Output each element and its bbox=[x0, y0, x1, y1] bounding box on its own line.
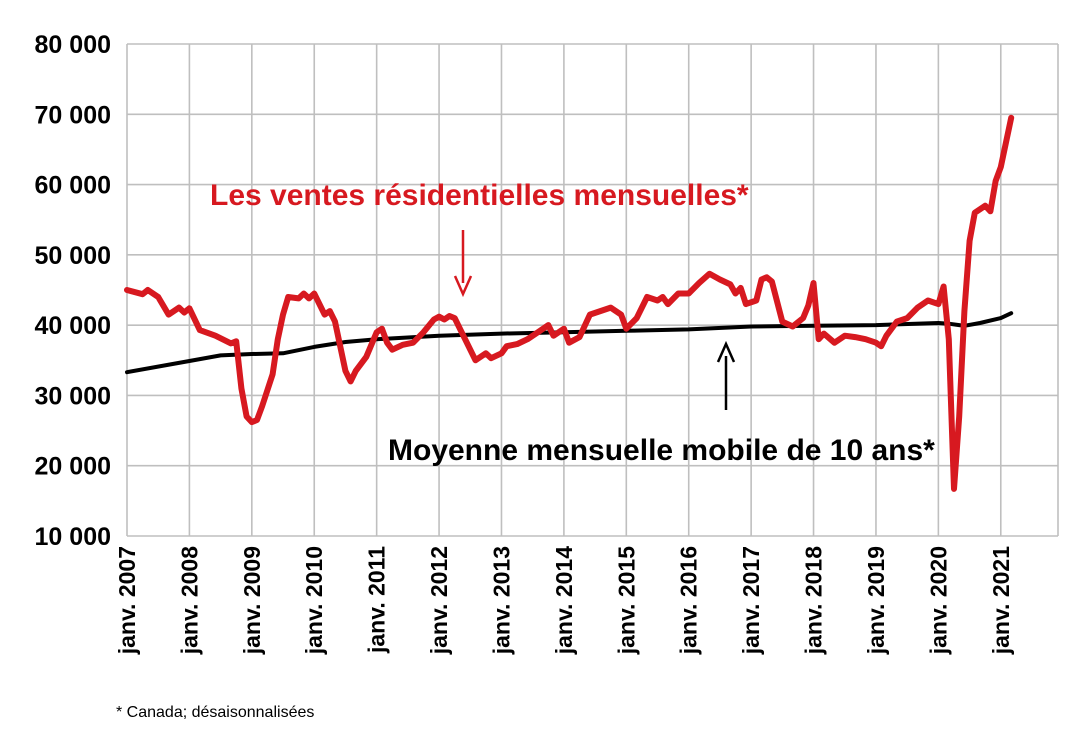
x-tick-label: janv. 2014 bbox=[551, 546, 577, 655]
x-tick-label: janv. 2021 bbox=[988, 546, 1014, 655]
x-tick-label: janv. 2018 bbox=[801, 546, 827, 655]
y-tick-label: 60 000 bbox=[35, 172, 111, 200]
x-tick-label: janv. 2017 bbox=[738, 546, 764, 655]
sales-annotation: Les ventes résidentielles mensuelles* bbox=[210, 179, 749, 212]
average-arrow bbox=[716, 340, 736, 410]
y-tick-label: 40 000 bbox=[35, 312, 111, 340]
x-tick-label: janv. 2011 bbox=[364, 546, 390, 654]
footnote: * Canada; désaisonnalisées bbox=[116, 704, 315, 721]
x-tick-label: janv. 2020 bbox=[925, 546, 951, 655]
x-tick-label: janv. 2009 bbox=[239, 546, 265, 655]
y-tick-label: 80 000 bbox=[35, 31, 111, 59]
x-tick-label: janv. 2016 bbox=[676, 546, 702, 655]
average-annotation: Moyenne mensuelle mobile de 10 ans* bbox=[388, 434, 935, 467]
x-tick-label: janv. 2012 bbox=[426, 546, 452, 655]
y-tick-label: 20 000 bbox=[35, 453, 111, 481]
y-tick-label: 70 000 bbox=[35, 101, 111, 129]
sales-line bbox=[124, 114, 1015, 492]
x-tick-label: janv. 2010 bbox=[301, 546, 327, 655]
y-tick-label: 10 000 bbox=[35, 523, 111, 551]
y-tick-label: 50 000 bbox=[35, 242, 111, 270]
y-axis-ticks: 10 000 20 000 30 000 40 000 50 000 60 000 70 0… bbox=[35, 31, 111, 551]
x-tick-label: janv. 2007 bbox=[114, 546, 140, 655]
sales-arrow bbox=[453, 230, 473, 298]
series bbox=[124, 114, 1015, 492]
x-tick-label: janv. 2008 bbox=[176, 546, 202, 655]
y-tick-label: 30 000 bbox=[35, 382, 111, 410]
x-tick-label: janv. 2019 bbox=[863, 546, 889, 655]
x-axis-ticks: janv. 2007 janv. 2008 janv. 2009 janv. 2010… bbox=[114, 546, 1014, 655]
x-tick-label: janv. 2013 bbox=[488, 546, 514, 655]
x-tick-label: janv. 2015 bbox=[613, 546, 639, 655]
